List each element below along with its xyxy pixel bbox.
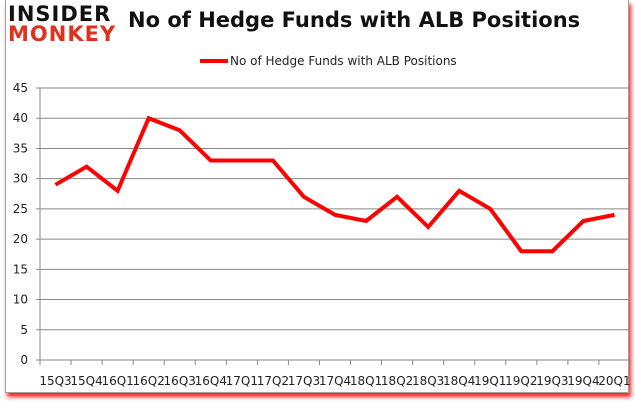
y-axis: 0 5 10 15 20 25 30 35 40 45 [13,81,41,367]
y-tick-label: 25 [13,202,28,216]
x-tick-label: 18Q1 [350,374,382,388]
y-tick-label: 35 [13,141,28,155]
chart-title: No of Hedge Funds with ALB Positions [128,8,581,32]
x-tick-label: 16Q3 [164,374,196,388]
y-tick-label: 0 [20,353,28,367]
x-tick-label: 16Q2 [133,374,165,388]
y-tick-label: 15 [13,262,28,276]
x-tick-label: 17Q3 [288,374,320,388]
x-tick-label: 17Q4 [319,374,351,388]
x-tick-label: 19Q4 [567,374,599,388]
x-tick-label: 16Q1 [101,374,133,388]
x-tick-label: 17Q2 [257,374,289,388]
x-tick-label: 17Q1 [226,374,258,388]
x-tick-label: 16Q4 [195,374,227,388]
x-tick-label: 19Q2 [505,374,537,388]
x-tick-label: 15Q3 [39,374,71,388]
logo-line1: INSIDER [8,2,112,26]
chart-legend: No of Hedge Funds with ALB Positions [200,54,457,68]
x-tick-label: 15Q4 [70,374,102,388]
x-tick-label: 19Q3 [536,374,568,388]
x-tick-label: 18Q3 [412,374,444,388]
y-tick-label: 5 [20,323,28,337]
y-tick-label: 45 [13,81,28,95]
y-tick-label: 30 [13,172,28,186]
x-tick-label: 19Q1 [474,374,506,388]
data-series-line [54,115,615,254]
x-tick-label: 18Q4 [443,374,475,388]
legend-label: No of Hedge Funds with ALB Positions [230,54,457,68]
x-tick-label: 20Q1 [598,374,630,388]
chart-frame [5,0,629,393]
gridlines [36,87,630,361]
y-tick-label: 10 [13,293,28,307]
x-axis: 15Q315Q416Q116Q216Q316Q417Q117Q217Q317Q4… [39,360,631,388]
legend-line-icon [200,59,228,63]
x-tick-label: 18Q2 [381,374,413,388]
logo-line2: MONKEY [8,22,117,46]
y-tick-label: 20 [13,232,28,246]
insider-monkey-logo: INSIDER MONKEY [8,2,117,46]
y-tick-label: 40 [13,111,28,125]
